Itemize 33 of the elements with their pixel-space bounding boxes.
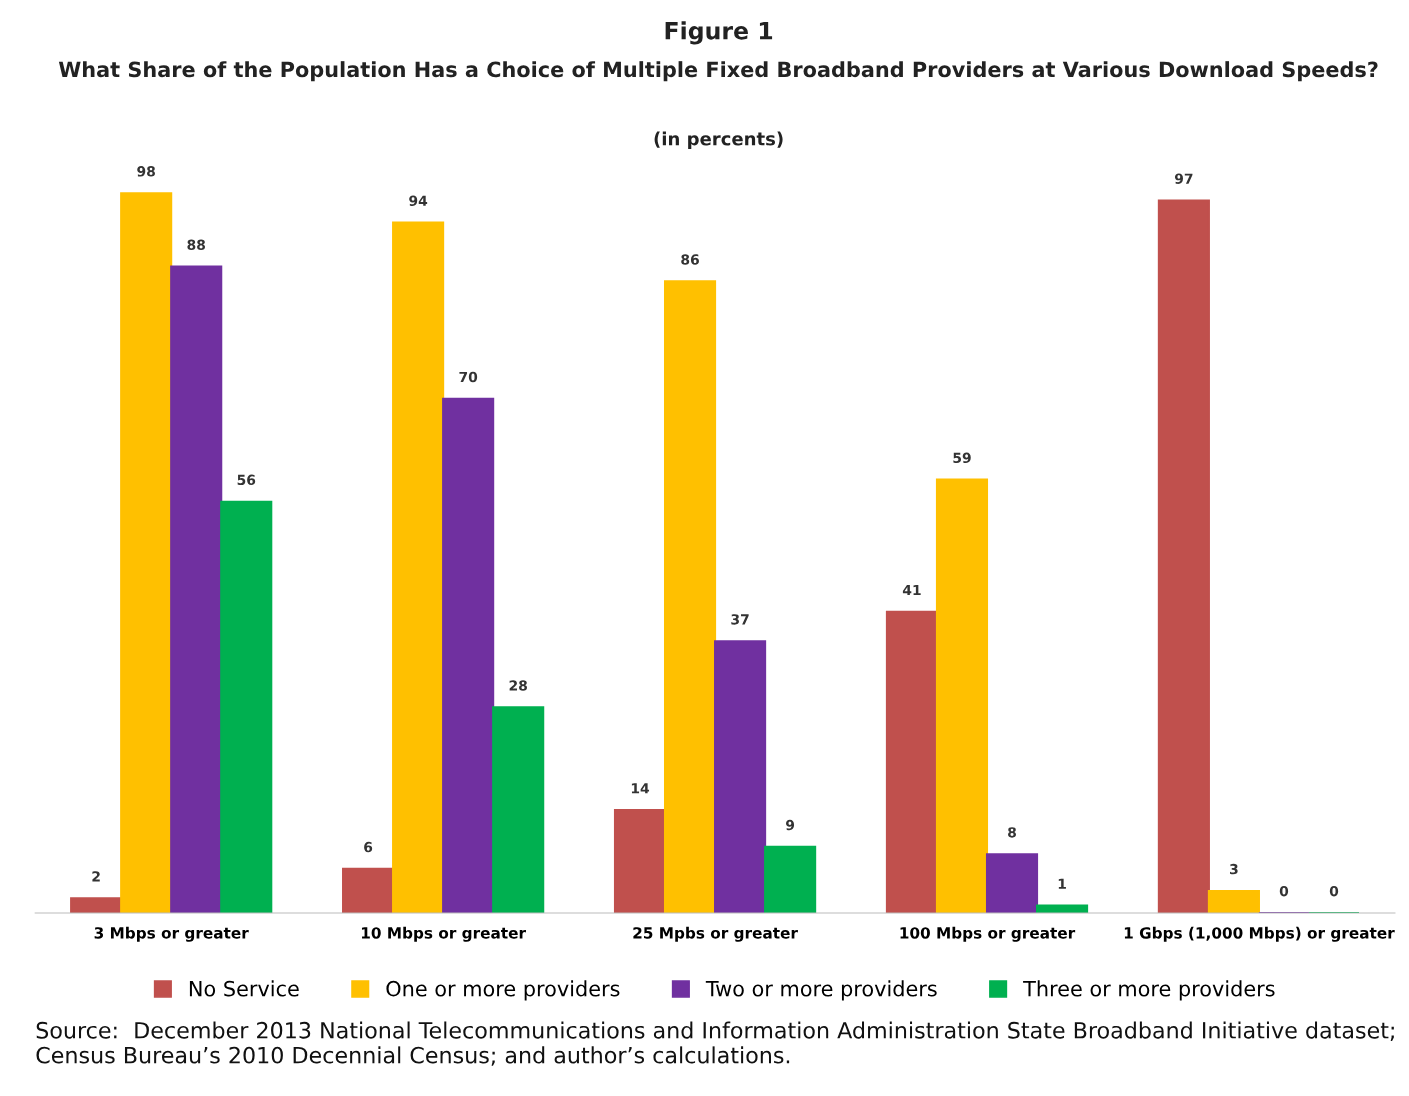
legend-label: Two or more providers [705,980,937,1001]
x-tick-label: 1 Gbps (1,000 Mbps) or greater [1124,926,1395,942]
chart-subtitle: What Share of the Population Has a Choice of Multiple Fixed Broadband Providers at Various Download Speeds? [58,61,1378,82]
data-label: 86 [681,254,699,265]
data-label: 28 [509,680,527,691]
x-tick-label: 10 Mbps or greater [361,926,526,942]
x-tick-label: 3 Mbps or greater [94,926,249,942]
data-label: 0 [1279,885,1289,897]
data-label: 8 [1008,827,1016,838]
data-label: 88 [187,239,206,251]
data-label: 9 [786,819,795,831]
data-label: 6 [364,841,373,853]
chart-title: Figure 1 [665,21,773,45]
x-tick-label: 25 Mpbs or greater [633,926,798,942]
data-label: 56 [237,474,256,486]
data-label: 41 [902,584,921,596]
data-label: 98 [137,166,155,177]
data-label: 1 [1058,878,1066,889]
source-note: Source: December 2013 National Telecommunications and Information Administration State Broadband Initiative dataset; Census Bureau’s 2010 Decennial Census; and author’s calculations. [36,1021,1394,1066]
text: (in percents) [654,131,783,150]
data-label: 14 [631,783,650,794]
data-label: 94 [409,195,428,206]
data-label: 2 [92,871,100,882]
legend-label: Three or more providers [1023,980,1275,1001]
data-label: 70 [459,371,478,383]
data-label: 59 [953,452,971,464]
data-label: 3 [1230,863,1238,875]
data-label: 0 [1329,885,1339,897]
x-tick-label: 100 Mbps or greater [900,926,1076,942]
legend-label: One or more providers [386,980,620,1001]
data-label: 97 [1174,173,1193,184]
data-label: 37 [731,614,749,625]
legend-label: No Service [189,980,299,997]
